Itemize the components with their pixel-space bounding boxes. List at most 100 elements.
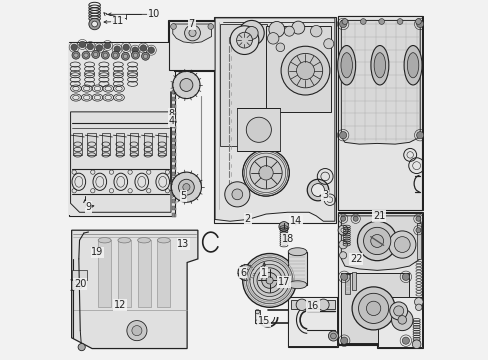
Circle shape	[394, 237, 409, 252]
Circle shape	[188, 30, 196, 37]
Circle shape	[340, 216, 345, 221]
Text: 8: 8	[168, 109, 174, 119]
Circle shape	[415, 19, 421, 24]
Bar	[175, 112, 176, 115]
Circle shape	[402, 273, 408, 280]
Text: 2: 2	[244, 214, 250, 224]
Circle shape	[89, 18, 100, 30]
Text: 21: 21	[372, 211, 385, 221]
Bar	[118, 240, 131, 307]
Circle shape	[72, 51, 80, 59]
Circle shape	[378, 19, 384, 24]
Bar	[172, 206, 175, 210]
Circle shape	[246, 257, 292, 304]
Circle shape	[416, 132, 423, 139]
Polygon shape	[290, 300, 334, 309]
Circle shape	[317, 299, 328, 311]
Circle shape	[171, 172, 201, 202]
Ellipse shape	[137, 238, 150, 243]
Circle shape	[111, 51, 119, 59]
Circle shape	[415, 304, 421, 311]
Circle shape	[402, 337, 408, 344]
Bar	[69, 42, 174, 215]
Text: 7: 7	[188, 19, 195, 29]
Circle shape	[268, 22, 284, 37]
Bar	[337, 16, 422, 211]
Circle shape	[142, 52, 149, 60]
Circle shape	[78, 343, 85, 351]
Bar	[172, 138, 175, 142]
Bar	[351, 272, 355, 290]
Circle shape	[87, 43, 93, 50]
Circle shape	[79, 41, 85, 48]
Circle shape	[207, 24, 213, 30]
Circle shape	[253, 264, 285, 297]
Text: 16: 16	[306, 301, 318, 311]
Circle shape	[170, 24, 176, 30]
Circle shape	[366, 301, 380, 316]
Circle shape	[337, 225, 347, 235]
Circle shape	[393, 306, 403, 316]
Circle shape	[183, 184, 190, 191]
Bar	[175, 194, 176, 197]
Bar	[337, 212, 422, 345]
Circle shape	[113, 53, 117, 57]
Circle shape	[391, 309, 412, 330]
Bar	[87, 134, 96, 155]
Circle shape	[132, 325, 142, 336]
Bar	[175, 85, 176, 88]
Ellipse shape	[337, 45, 355, 85]
Text: 14: 14	[289, 216, 301, 226]
Circle shape	[296, 62, 314, 80]
Bar	[175, 153, 176, 156]
Circle shape	[265, 277, 273, 284]
Circle shape	[121, 52, 129, 60]
Circle shape	[411, 340, 420, 348]
Polygon shape	[255, 310, 259, 323]
Bar	[137, 240, 150, 307]
Bar	[416, 223, 420, 259]
Bar	[172, 131, 175, 135]
Circle shape	[287, 53, 322, 88]
Circle shape	[239, 21, 264, 45]
Bar	[172, 165, 175, 169]
Bar	[172, 179, 175, 183]
Circle shape	[249, 157, 282, 189]
Circle shape	[133, 53, 137, 57]
Bar	[175, 133, 176, 135]
Bar	[175, 92, 176, 95]
Circle shape	[339, 21, 346, 28]
Circle shape	[180, 78, 192, 91]
Bar	[172, 83, 175, 87]
Circle shape	[132, 47, 138, 53]
Circle shape	[83, 53, 88, 57]
Bar	[172, 90, 175, 94]
Ellipse shape	[287, 281, 306, 289]
Circle shape	[123, 54, 127, 58]
Bar	[175, 139, 176, 142]
Bar	[175, 180, 176, 183]
Bar	[172, 104, 175, 108]
Bar	[172, 144, 175, 149]
Circle shape	[172, 71, 200, 99]
Text: 12: 12	[113, 300, 125, 310]
Bar	[157, 240, 170, 307]
Bar	[172, 97, 175, 101]
Circle shape	[242, 253, 296, 307]
Bar	[377, 297, 422, 347]
Circle shape	[360, 19, 366, 24]
Circle shape	[103, 53, 107, 57]
Text: 15: 15	[258, 316, 270, 326]
Text: 1: 1	[261, 267, 267, 278]
Circle shape	[415, 228, 420, 233]
Polygon shape	[341, 21, 419, 144]
Circle shape	[310, 26, 321, 37]
Bar	[69, 42, 174, 216]
Text: 17: 17	[277, 277, 289, 287]
Text: 10: 10	[147, 9, 160, 19]
Bar	[129, 134, 138, 155]
Circle shape	[249, 261, 289, 300]
Circle shape	[230, 26, 258, 54]
Circle shape	[363, 227, 390, 255]
Polygon shape	[172, 24, 211, 43]
